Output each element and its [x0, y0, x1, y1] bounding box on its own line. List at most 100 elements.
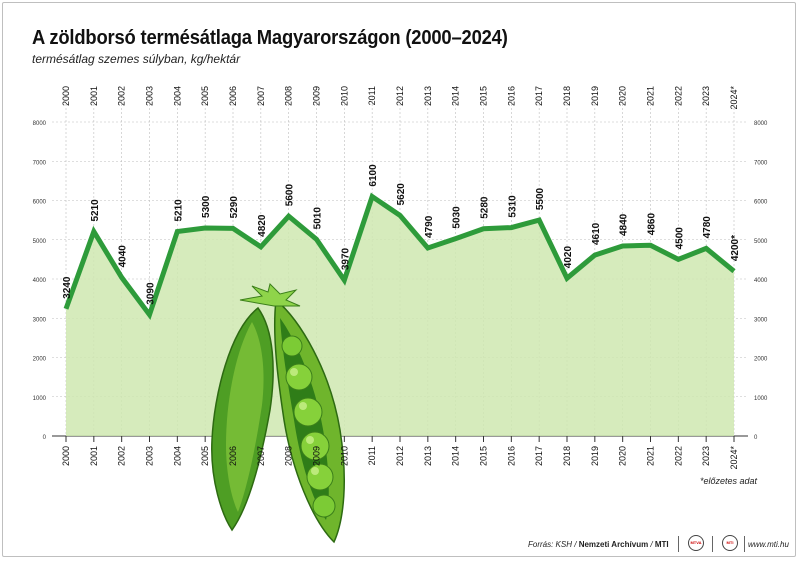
x-tick-label-bottom: 2012	[395, 446, 405, 466]
y-tick-label: 4000	[33, 278, 47, 284]
y-tick-label-right: 3000	[754, 317, 768, 323]
x-tick-label-top: 2004	[172, 86, 182, 106]
x-tick-label-top: 2005	[200, 86, 210, 106]
x-tick-label-top: 2006	[228, 86, 238, 106]
x-tick-label-bottom: 2022	[673, 446, 683, 466]
logo-2: MTI	[722, 535, 738, 551]
data-label: 5600	[285, 184, 296, 207]
x-tick-label-top: 2019	[590, 86, 600, 106]
x-tick-label-top: 2008	[284, 86, 294, 106]
data-label: 4610	[591, 222, 602, 245]
y-tick-label: 1000	[33, 396, 47, 402]
x-tick-label-top: 2007	[256, 86, 266, 106]
y-tick-label: 2000	[33, 357, 47, 363]
x-tick-label-top: 2018	[562, 86, 572, 106]
y-tick-label-right: 4000	[754, 278, 768, 284]
data-label: 5620	[396, 183, 407, 206]
x-tick-label-bottom: 2004	[172, 446, 182, 466]
x-tick-label-bottom: 2015	[479, 446, 489, 466]
x-tick-label-bottom: 2003	[145, 446, 155, 466]
data-label: 4790	[424, 215, 435, 238]
x-tick-label-bottom: 2001	[89, 446, 99, 466]
data-label: 4020	[563, 246, 574, 269]
x-tick-label-bottom: 2010	[339, 446, 349, 466]
logo-1: MTVA	[688, 535, 704, 551]
x-tick-label-bottom: 2014	[451, 446, 461, 466]
footer-separator	[744, 536, 745, 552]
chart-subtitle: termésátlag szemes súlyban, kg/hektár	[32, 52, 241, 66]
x-tick-label-bottom: 2002	[117, 446, 127, 466]
y-tick-label: 8000	[33, 121, 47, 127]
y-tick-label-right: 7000	[754, 160, 768, 166]
data-label: 5030	[452, 206, 463, 229]
x-tick-label-bottom: 2018	[562, 446, 572, 466]
x-tick-label-top: 2000	[61, 86, 71, 106]
x-tick-label-top: 2017	[534, 86, 544, 106]
pea-pod-illustration	[211, 283, 346, 544]
y-tick-label-right: 0	[754, 435, 758, 441]
y-tick-label-right: 1000	[754, 396, 768, 402]
y-tick-label: 6000	[33, 200, 47, 206]
pea-pod-left-highlight	[226, 322, 264, 512]
data-label: 3240	[62, 276, 73, 299]
x-tick-label-bottom: 2020	[618, 446, 628, 466]
data-label: 5210	[173, 199, 184, 222]
x-tick-label-bottom: 2005	[200, 446, 210, 466]
data-label: 4500	[674, 227, 685, 250]
pea-leaves	[239, 283, 301, 307]
x-tick-label-top: 2015	[479, 86, 489, 106]
data-label: 6100	[368, 164, 379, 187]
x-tick-label-top: 2011	[367, 86, 377, 105]
x-tick-label-top: 2012	[395, 86, 405, 106]
y-tick-label: 3000	[33, 317, 47, 323]
data-label: 5280	[480, 196, 491, 219]
x-tick-label-bottom: 2011	[367, 446, 377, 465]
x-tick-label-top: 2003	[145, 86, 155, 106]
data-label: 5310	[507, 195, 518, 218]
x-tick-label-bottom: 2024*	[729, 446, 739, 470]
x-tick-label-bottom: 2006	[228, 446, 238, 466]
x-tick-label-top: 2016	[506, 86, 516, 106]
y-tick-label-right: 6000	[754, 200, 768, 206]
y-tick-label: 5000	[33, 239, 47, 245]
x-tick-label-top: 2014	[451, 86, 461, 106]
y-tick-label-right: 2000	[754, 357, 768, 363]
source-credit: Forrás: KSH / Nemzeti Archívum / MTI	[528, 540, 669, 549]
peas	[281, 335, 336, 518]
data-label: 4200*	[730, 235, 741, 261]
data-label: 5290	[229, 196, 240, 219]
footer-separator	[678, 536, 679, 552]
x-tick-label-bottom: 2023	[701, 446, 711, 466]
x-tick-label-top: 2013	[423, 86, 433, 106]
data-label: 4820	[257, 214, 268, 237]
data-label: 5500	[535, 187, 546, 210]
data-label: 5300	[201, 195, 212, 218]
data-label: 4840	[619, 213, 630, 236]
x-tick-label-bottom: 2021	[646, 446, 656, 466]
x-tick-label-top: 2002	[117, 86, 127, 106]
data-label: 4860	[647, 213, 658, 236]
y-tick-label-right: 5000	[754, 239, 768, 245]
x-tick-label-bottom: 2013	[423, 446, 433, 466]
chart-title: A zöldborsó termésátlaga Magyarországon …	[32, 27, 508, 49]
data-label: 4780	[702, 216, 713, 239]
x-tick-label-bottom: 2016	[506, 446, 516, 466]
x-tick-label-bottom: 2017	[534, 446, 544, 466]
x-tick-label-top: 2023	[701, 86, 711, 106]
footnote: *előzetes adat	[700, 476, 758, 486]
area-fill	[66, 196, 734, 436]
x-tick-label-bottom: 2007	[256, 446, 266, 466]
x-tick-label-top: 2024*	[729, 86, 739, 110]
data-label: 3970	[340, 247, 351, 270]
x-tick-label-top: 2009	[312, 86, 322, 106]
website: www.mti.hu	[748, 540, 789, 549]
data-label: 5210	[90, 199, 101, 222]
x-tick-label-top: 2020	[618, 86, 628, 106]
x-tick-label-bottom: 2008	[284, 446, 294, 466]
y-tick-label: 7000	[33, 160, 47, 166]
y-tick-label: 0	[43, 435, 47, 441]
x-tick-label-bottom: 2009	[312, 446, 322, 466]
